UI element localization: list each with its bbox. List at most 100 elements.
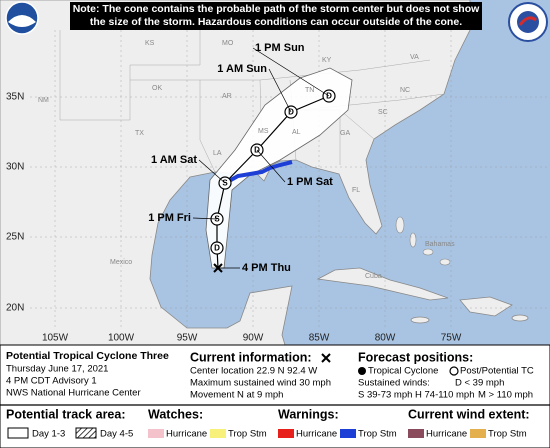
max-wind: Maximum sustained wind 30 mph: [190, 378, 331, 389]
bahamas: [395, 216, 451, 266]
swatch: [148, 429, 164, 438]
legend-text: Trop Stm: [488, 429, 527, 440]
legend-text: Day 1-3: [32, 429, 65, 440]
place-label: Cuba: [365, 273, 382, 280]
place-label: LA: [213, 150, 222, 157]
lat-label: 20N: [6, 303, 24, 314]
point-symbol: S: [214, 215, 220, 224]
swatch: [340, 429, 356, 438]
agency: NWS National Hurricane Center: [6, 388, 141, 399]
forecast-track: 4 PM Thu D S 1 PM Fri S 1 AM Sat D 1 PM Sat D 1 A…: [148, 42, 336, 274]
swatch: [278, 429, 294, 438]
ptc-icon: [449, 366, 459, 376]
storm-name: Potential Tropical Cyclone Three: [6, 350, 169, 362]
tc-icon: [358, 367, 366, 375]
track-label: 1 PM Sat: [287, 176, 333, 188]
legend-text: Tropical Cyclone: [368, 366, 438, 377]
place-label: SC: [378, 109, 388, 116]
legend-text: Sustained winds:: [358, 378, 430, 389]
lon-label: 105W: [42, 333, 69, 344]
lon-label: 90W: [243, 333, 264, 344]
hispaniola: [459, 296, 513, 317]
jamaica: [410, 316, 430, 324]
point-symbol: D: [214, 244, 220, 253]
forecast-point: [210, 241, 224, 255]
current-info-title: Current information:: [190, 350, 312, 364]
track-label: 1 PM Sun: [255, 42, 305, 54]
label-leader: [192, 217, 218, 220]
lon-label: 85W: [309, 333, 330, 344]
place-label: TN: [305, 87, 314, 94]
legend-text: Hurricane: [166, 429, 207, 440]
legend-text: Hurricane: [296, 429, 337, 440]
legend-text: Post/Potential TC: [460, 366, 534, 377]
legend-text: Hurricane: [426, 429, 467, 440]
place-label: Mexico: [110, 259, 132, 266]
place-label: TX: [135, 130, 144, 137]
forecast-title: Forecast positions:: [358, 350, 473, 364]
legend-text: M > 110 mph: [478, 390, 533, 401]
lon-label: 100W: [108, 333, 135, 344]
point-symbol: D: [288, 108, 294, 117]
legend-text: Trop Stm: [358, 429, 397, 440]
swatch: [7, 427, 29, 439]
lon-label: 95W: [177, 333, 198, 344]
advisory-date: Thursday June 17, 2021: [6, 364, 108, 375]
lon-label: 80W: [375, 333, 396, 344]
forecast-cone: [205, 67, 353, 269]
label-leader: [252, 47, 330, 97]
label-leader: [198, 159, 226, 184]
legend-title: Watches:: [148, 407, 203, 421]
swatch: [470, 429, 486, 438]
point-symbol: S: [222, 179, 228, 188]
cuba: [316, 267, 449, 301]
lat-label: 25N: [6, 232, 24, 243]
legend-title: Potential track area:: [6, 407, 126, 421]
tropical-storm-warning: [221, 160, 293, 187]
swatch: [75, 427, 97, 439]
lat-label: 30N: [6, 162, 24, 173]
place-label: AL: [292, 129, 301, 136]
current-position-icon: [321, 353, 331, 363]
track-label: 1 AM Sun: [217, 63, 267, 75]
lat-label: 35N: [6, 92, 24, 103]
place-label: MS: [258, 128, 269, 135]
lon-label: 75W: [441, 333, 462, 344]
legend-text: H 74-110 mph: [415, 390, 475, 401]
legend-text: Day 4-5: [100, 429, 133, 440]
place-label: Bahamas: [425, 241, 455, 248]
advisory-number: 4 PM CDT Advisory 1: [6, 376, 97, 387]
place-label: KY: [322, 57, 332, 64]
legend-text: S 39-73 mph: [358, 390, 412, 401]
nws-logo: [508, 2, 548, 42]
place-label: FL: [352, 187, 360, 194]
legend-title: Warnings:: [278, 407, 339, 421]
legend-text: D < 39 mph: [455, 378, 504, 389]
label-leader: [268, 68, 292, 113]
place-label: NC: [400, 87, 410, 94]
legend-title: Current wind extent:: [408, 407, 530, 421]
track-label: 4 PM Thu: [242, 262, 291, 274]
place-label: VA: [410, 54, 419, 61]
place-label: KS: [145, 40, 155, 47]
swatch: [210, 429, 226, 438]
place-label: MO: [222, 40, 234, 47]
swatch: [408, 429, 424, 438]
noaa-logo: [5, 1, 39, 35]
place-label: GA: [340, 130, 350, 137]
legend-text: Trop Stm: [228, 429, 267, 440]
place-label: NM: [38, 97, 49, 104]
point-symbol: D: [326, 92, 332, 101]
label-leader: [256, 149, 286, 183]
place-label: OK: [152, 85, 162, 92]
track-label: 1 PM Fri: [148, 212, 191, 224]
puerto-rico: [511, 314, 529, 322]
cone-note: Note: The cone contains the probable pat…: [70, 2, 482, 30]
movement: Movement N at 9 mph: [190, 390, 283, 401]
place-labels: KS MO KY VA NM OK AR TN NC TX MS AL GA S…: [38, 40, 455, 280]
center-location: Center location 22.9 N 92.4 W: [190, 366, 317, 377]
track-label: 1 AM Sat: [151, 154, 197, 166]
place-label: AR: [222, 93, 232, 100]
